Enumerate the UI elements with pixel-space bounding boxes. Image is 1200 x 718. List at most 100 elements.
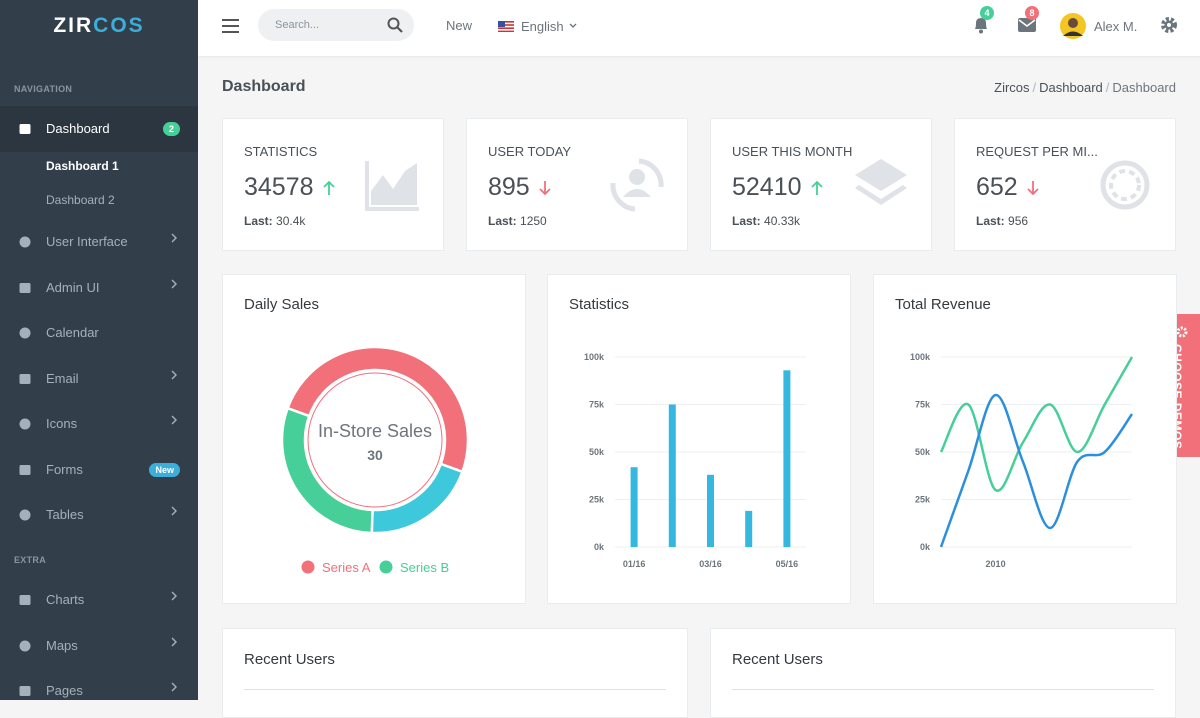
nav-label: Charts: [46, 592, 85, 607]
nav-item[interactable]: Email: [0, 356, 198, 402]
nav-item[interactable]: Pages: [0, 668, 198, 714]
flag-icon: [498, 21, 514, 32]
stat-last: Last: 1250: [488, 214, 547, 228]
x-tick-label: 05/16: [776, 559, 799, 569]
nav-icon: [19, 686, 31, 696]
arrow-shape: [171, 415, 177, 425]
panel-card: Recent Users: [710, 628, 1176, 718]
y-tick-label: 75k: [589, 400, 605, 410]
nav-item[interactable]: Calendar: [0, 310, 198, 356]
nav-item[interactable]: User Interface: [0, 219, 198, 265]
stat-icon: [1100, 160, 1150, 210]
nav-label: Maps: [46, 637, 78, 653]
chart: 0k 25k 50k 75k 100k 2010: [910, 352, 1134, 569]
stat-card: USER TODAY 895 Last: 1250: [466, 118, 688, 251]
arrow-shape: [171, 682, 177, 692]
legend-label: Series B: [400, 560, 449, 575]
legend-marker: [301, 560, 315, 574]
nav-item[interactable]: Forms New: [0, 447, 198, 493]
stat-title: REQUEST PER MI...: [976, 144, 1098, 159]
chart-card: Daily Sales In-Store Sales 30 Series A Serie…: [222, 274, 526, 604]
donut-segment: [280, 406, 374, 535]
message-badge: 8: [1025, 6, 1039, 20]
stat-last: Last: 30.4k: [244, 214, 305, 228]
nav-icon: [19, 282, 31, 293]
center-value: 30: [367, 447, 383, 463]
search-box[interactable]: Search...: [258, 9, 414, 41]
chart-title: Daily Sales: [244, 296, 320, 313]
chart-card: Total Revenue 0k 25k 50k 75k 100k 2010: [873, 274, 1177, 604]
icon-shape: [855, 159, 907, 191]
stat-value: 895: [488, 173, 530, 201]
icon-shape: [610, 158, 664, 212]
last-label: Last:: [488, 214, 517, 228]
icon-shape: [855, 185, 907, 205]
language[interactable]: English: [521, 19, 564, 34]
x-tick-label: 2010: [986, 559, 1006, 569]
nav-item[interactable]: Maps: [0, 623, 198, 669]
menu-toggle[interactable]: [222, 18, 240, 34]
new-link[interactable]: New: [446, 18, 473, 33]
trend-arrow: [1027, 181, 1039, 196]
nav-heading: NAVIGATION: [14, 84, 73, 94]
y-tick-label: 25k: [589, 495, 605, 505]
nav-item[interactable]: Tables: [0, 492, 198, 538]
icon-shape: [19, 686, 31, 696]
user-name[interactable]: Alex M.: [1094, 19, 1138, 34]
bell-icon[interactable]: [972, 16, 990, 34]
brand[interactable]: ZIRCOS: [0, 14, 198, 38]
notification-badge: 4: [980, 6, 994, 20]
nav-arrow: [171, 233, 177, 243]
arrow-shape: [171, 233, 177, 243]
bar: [783, 370, 791, 547]
nav-badge: New: [149, 462, 180, 477]
stat-title: USER THIS MONTH: [732, 144, 853, 159]
settings-icon[interactable]: [1160, 16, 1178, 34]
last-label: Last:: [244, 214, 273, 228]
stat-card: USER THIS MONTH 52410 Last: 40.33k: [710, 118, 932, 251]
nav-label: User Interface: [46, 234, 128, 249]
donut-segment: [370, 462, 464, 535]
arrow-shape: [539, 181, 551, 196]
arrow-shape: [171, 506, 177, 516]
nav-item[interactable]: Charts: [0, 577, 198, 623]
nav-label: Forms: [46, 461, 83, 477]
inner-ring: [307, 372, 443, 508]
stat-card: REQUEST PER MI... 652 Last: 956: [954, 118, 1176, 251]
nav-icon: [19, 327, 31, 339]
nav-subitem[interactable]: Dashboard 1: [46, 159, 119, 173]
crumb[interactable]: Zircos: [994, 80, 1030, 95]
nav-item[interactable]: Dashboard 2: [0, 106, 198, 152]
trend-arrow: [322, 180, 335, 195]
nav-icon: [19, 124, 31, 134]
separator: /: [1105, 80, 1110, 95]
panel-divider: [244, 689, 666, 690]
last-label: Last:: [732, 214, 761, 228]
icon-shape: [19, 418, 31, 430]
nav-arrow: [171, 279, 177, 288]
nav-icon: [19, 640, 31, 651]
nav-label: Dashboard: [46, 121, 110, 136]
icon-shape: [1109, 169, 1141, 201]
nav-arrow: [171, 506, 177, 516]
panel-title: Recent Users: [732, 651, 823, 668]
topbar: Search... New English 4 8 Alex M.: [198, 0, 1200, 56]
chart: In-Store Sales 30 Series A Series B: [280, 345, 470, 575]
nav-arrow: [171, 415, 177, 425]
avatar[interactable]: [1060, 13, 1086, 39]
arrow-shape: [171, 591, 177, 601]
stat-title: USER TODAY: [488, 144, 572, 159]
nav-heading: EXTRA: [14, 555, 47, 565]
nav-subitem[interactable]: Dashboard 2: [46, 193, 115, 207]
center-label: In-Store Sales: [318, 421, 432, 441]
stat-title: STATISTICS: [244, 144, 318, 159]
y-tick-label: 100k: [910, 352, 931, 362]
crumb: Dashboard: [1112, 80, 1176, 95]
mail-icon[interactable]: [1018, 18, 1036, 32]
nav-item[interactable]: Icons: [0, 401, 198, 447]
crumb[interactable]: Dashboard: [1039, 80, 1103, 95]
nav-icon: [19, 595, 31, 605]
nav-icon: [19, 509, 31, 521]
nav-item[interactable]: Admin UI: [0, 265, 198, 311]
chart: 0k 25k 50k 75k 100k 01/16 03/16 05/16: [584, 352, 806, 569]
